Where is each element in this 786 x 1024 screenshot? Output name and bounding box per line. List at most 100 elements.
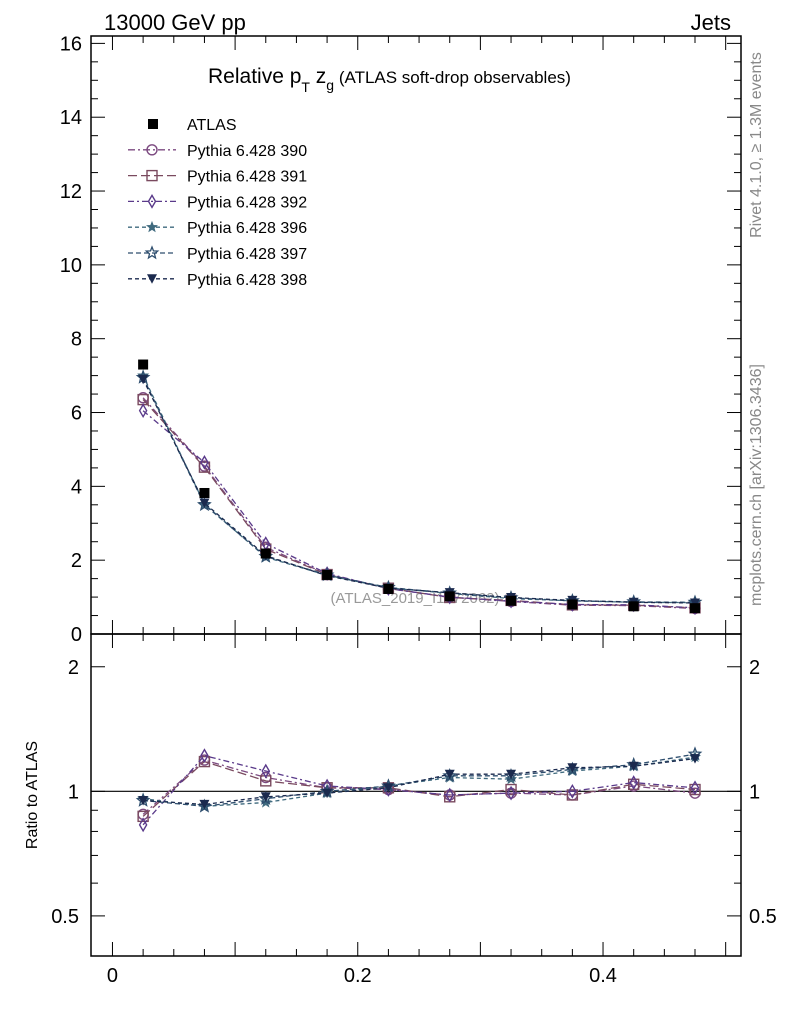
ratio-series-line xyxy=(142,754,696,826)
atlas-data-point xyxy=(383,583,394,594)
atlas-data-point xyxy=(138,359,149,370)
main-series-line xyxy=(142,379,696,604)
series-pythia-6-428-392 xyxy=(138,403,700,833)
atlas-data-point xyxy=(199,487,210,498)
ratio-data-point xyxy=(383,783,394,793)
ratio-data-point xyxy=(137,810,149,823)
ratio-plot-frame xyxy=(90,633,742,957)
main-y-tick-label: 14 xyxy=(60,107,82,129)
ratio-data-point xyxy=(322,788,333,799)
ratio-data-point xyxy=(629,775,638,790)
ratio-data-point xyxy=(566,789,579,801)
ratio-y-tick-label: 1 xyxy=(68,781,79,803)
ratio-series-line xyxy=(143,757,696,806)
atlas-data-point xyxy=(322,569,333,580)
ratio-data-point xyxy=(138,796,149,806)
legend-marker xyxy=(148,119,158,129)
legend-marker xyxy=(145,220,159,233)
legend-label: Pythia 6.428 398 xyxy=(187,272,307,289)
ratio-y-tick-label: 2 xyxy=(68,657,79,679)
analysis-watermark: (ATLAS_2019_I1772062) xyxy=(330,590,499,607)
atlas-data-point xyxy=(628,601,639,612)
legend-entry-pythia-6-428-397: Pythia 6.428 397 xyxy=(128,245,307,263)
ratio-data-point xyxy=(506,785,516,801)
axis-ticks xyxy=(91,36,741,957)
ratio-series-line xyxy=(143,756,696,807)
legend-label: Pythia 6.428 392 xyxy=(187,194,307,211)
legend-marker xyxy=(147,274,157,284)
main-data-point xyxy=(199,498,210,508)
atlas-data-point xyxy=(567,599,578,610)
legend-marker xyxy=(147,194,157,209)
ratio-series-line xyxy=(143,753,696,807)
ratio-data-point xyxy=(138,817,148,833)
main-y-tick-label: 12 xyxy=(60,181,82,203)
ratio-data-point xyxy=(690,780,700,796)
ratio-series-line xyxy=(142,759,696,815)
legend-label: Pythia 6.428 391 xyxy=(187,169,307,186)
plot-title: Relative pT zg (ATLAS soft-drop observab… xyxy=(208,65,571,95)
series-curves xyxy=(135,359,703,833)
legend-label: ATLAS xyxy=(187,117,237,134)
ratio-data-point xyxy=(260,792,271,802)
ratio-y-axis-label: Ratio to ATLAS xyxy=(24,741,41,849)
ratio-data-point xyxy=(200,748,209,763)
legend-entry-atlas: ATLAS xyxy=(148,117,237,134)
legend-entry-pythia-6-428-392: Pythia 6.428 392 xyxy=(128,194,307,211)
legend-entry-pythia-6-428-391: Pythia 6.428 391 xyxy=(128,169,307,186)
ratio-data-point xyxy=(444,769,455,780)
main-y-tick-label: 4 xyxy=(71,476,82,498)
ratio-data-point xyxy=(445,787,455,803)
ratio-series-line xyxy=(142,760,696,817)
ratio-data-point xyxy=(505,783,517,796)
legend-entry-pythia-6-428-390: Pythia 6.428 390 xyxy=(128,143,307,160)
series-atlas-data xyxy=(138,359,701,614)
main-y-tick-label: 2 xyxy=(71,550,82,572)
rivet-version-label: Rivet 4.1.0, ≥ 1.3M events xyxy=(748,52,765,238)
ratio-y-tick-label-right: 0.5 xyxy=(749,906,777,928)
main-series-line xyxy=(142,410,696,609)
main-y-tick-label: 10 xyxy=(60,255,82,277)
legend-marker xyxy=(144,245,160,260)
ratio-data-point xyxy=(628,761,639,772)
ratio-data-point xyxy=(568,783,577,799)
main-y-tick-label: 6 xyxy=(71,403,82,425)
x-tick-label: 0.2 xyxy=(344,965,372,987)
legend-label: Pythia 6.428 397 xyxy=(187,246,307,263)
process-label: Jets xyxy=(691,10,731,35)
legend-marker xyxy=(146,144,158,156)
main-series-line xyxy=(142,375,696,604)
atlas-data-point xyxy=(690,603,701,614)
main-y-tick-label: 0 xyxy=(71,624,82,646)
main-data-point xyxy=(138,403,148,419)
ratio-data-point xyxy=(199,799,210,810)
main-series-line xyxy=(142,399,696,609)
atlas-data-point xyxy=(506,595,517,606)
x-tick-label: 0 xyxy=(107,965,118,987)
ratio-data-point xyxy=(261,763,271,779)
legend-label: Pythia 6.428 396 xyxy=(187,220,307,237)
energy-label: 13000 GeV pp xyxy=(104,10,246,35)
mcplots-reference-label: mcplots.cern.ch [arXiv:1306.3436] xyxy=(748,364,765,606)
ratio-y-tick-label: 0.5 xyxy=(51,906,79,928)
main-data-point xyxy=(138,374,149,385)
x-tick-label: 0.4 xyxy=(589,965,617,987)
ratio-y-tick-label-right: 2 xyxy=(749,657,760,679)
main-y-tick-label: 8 xyxy=(71,329,82,351)
main-data-point xyxy=(200,454,209,470)
ratio-y-tick-label-right: 1 xyxy=(749,781,760,803)
legend: ATLAS Pythia 6.428 390 Pythia 6.428 391 Pyt… xyxy=(128,117,307,289)
ratio-data-point xyxy=(690,754,701,764)
legend-entry-pythia-6-428-396: Pythia 6.428 396 xyxy=(128,220,307,237)
main-y-tick-label: 16 xyxy=(60,33,82,55)
legend-entry-pythia-6-428-398: Pythia 6.428 398 xyxy=(128,272,307,289)
main-series-line xyxy=(142,397,696,610)
series-pythia-6-428-391 xyxy=(137,393,701,823)
legend-marker xyxy=(146,169,158,182)
legend-label: Pythia 6.428 390 xyxy=(187,143,307,160)
ratio-data-point xyxy=(506,769,517,780)
atlas-data-point xyxy=(444,591,455,602)
ratio-data-point xyxy=(567,763,578,773)
